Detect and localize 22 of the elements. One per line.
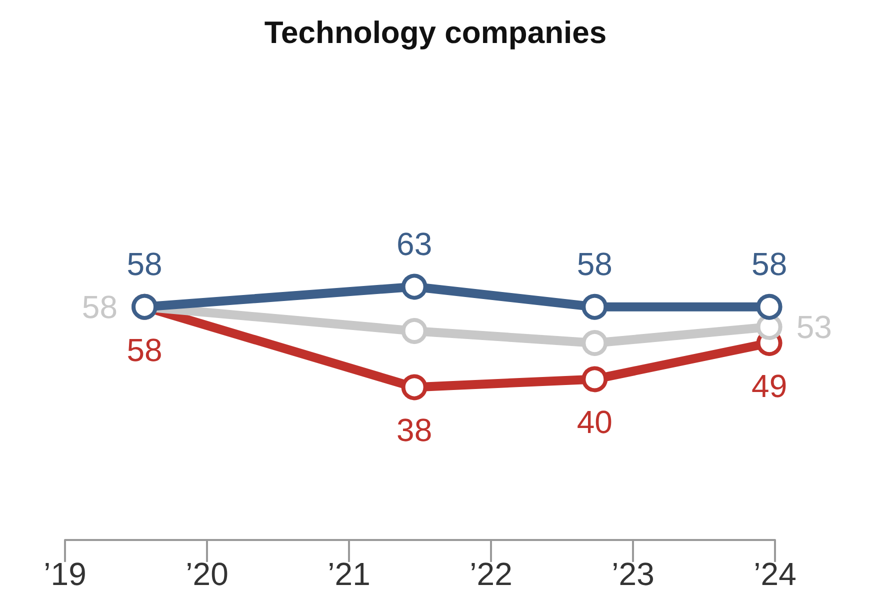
data-label: 58: [126, 246, 162, 282]
data-label: 58: [576, 246, 612, 282]
data-label: 40: [576, 404, 612, 440]
data-label: 63: [396, 226, 432, 262]
data-label: 49: [752, 368, 788, 404]
point: [401, 318, 428, 344]
point: [401, 274, 428, 300]
point: [582, 330, 608, 356]
point: [756, 294, 782, 320]
point: [401, 374, 428, 400]
point: [582, 294, 608, 320]
x-tick-label: ’20: [186, 556, 228, 592]
x-tick-label: ’19: [44, 556, 86, 592]
data-label: 58: [752, 246, 788, 282]
data-label: 58: [126, 332, 162, 368]
x-tick-label: ’24: [754, 556, 796, 592]
x-tick-label: ’22: [470, 556, 512, 592]
x-tick-label: ’21: [328, 556, 370, 592]
point: [582, 366, 608, 392]
x-tick-label: ’23: [612, 556, 654, 592]
chart-title: Technology companies: [264, 15, 607, 50]
data-label: 38: [396, 412, 432, 448]
